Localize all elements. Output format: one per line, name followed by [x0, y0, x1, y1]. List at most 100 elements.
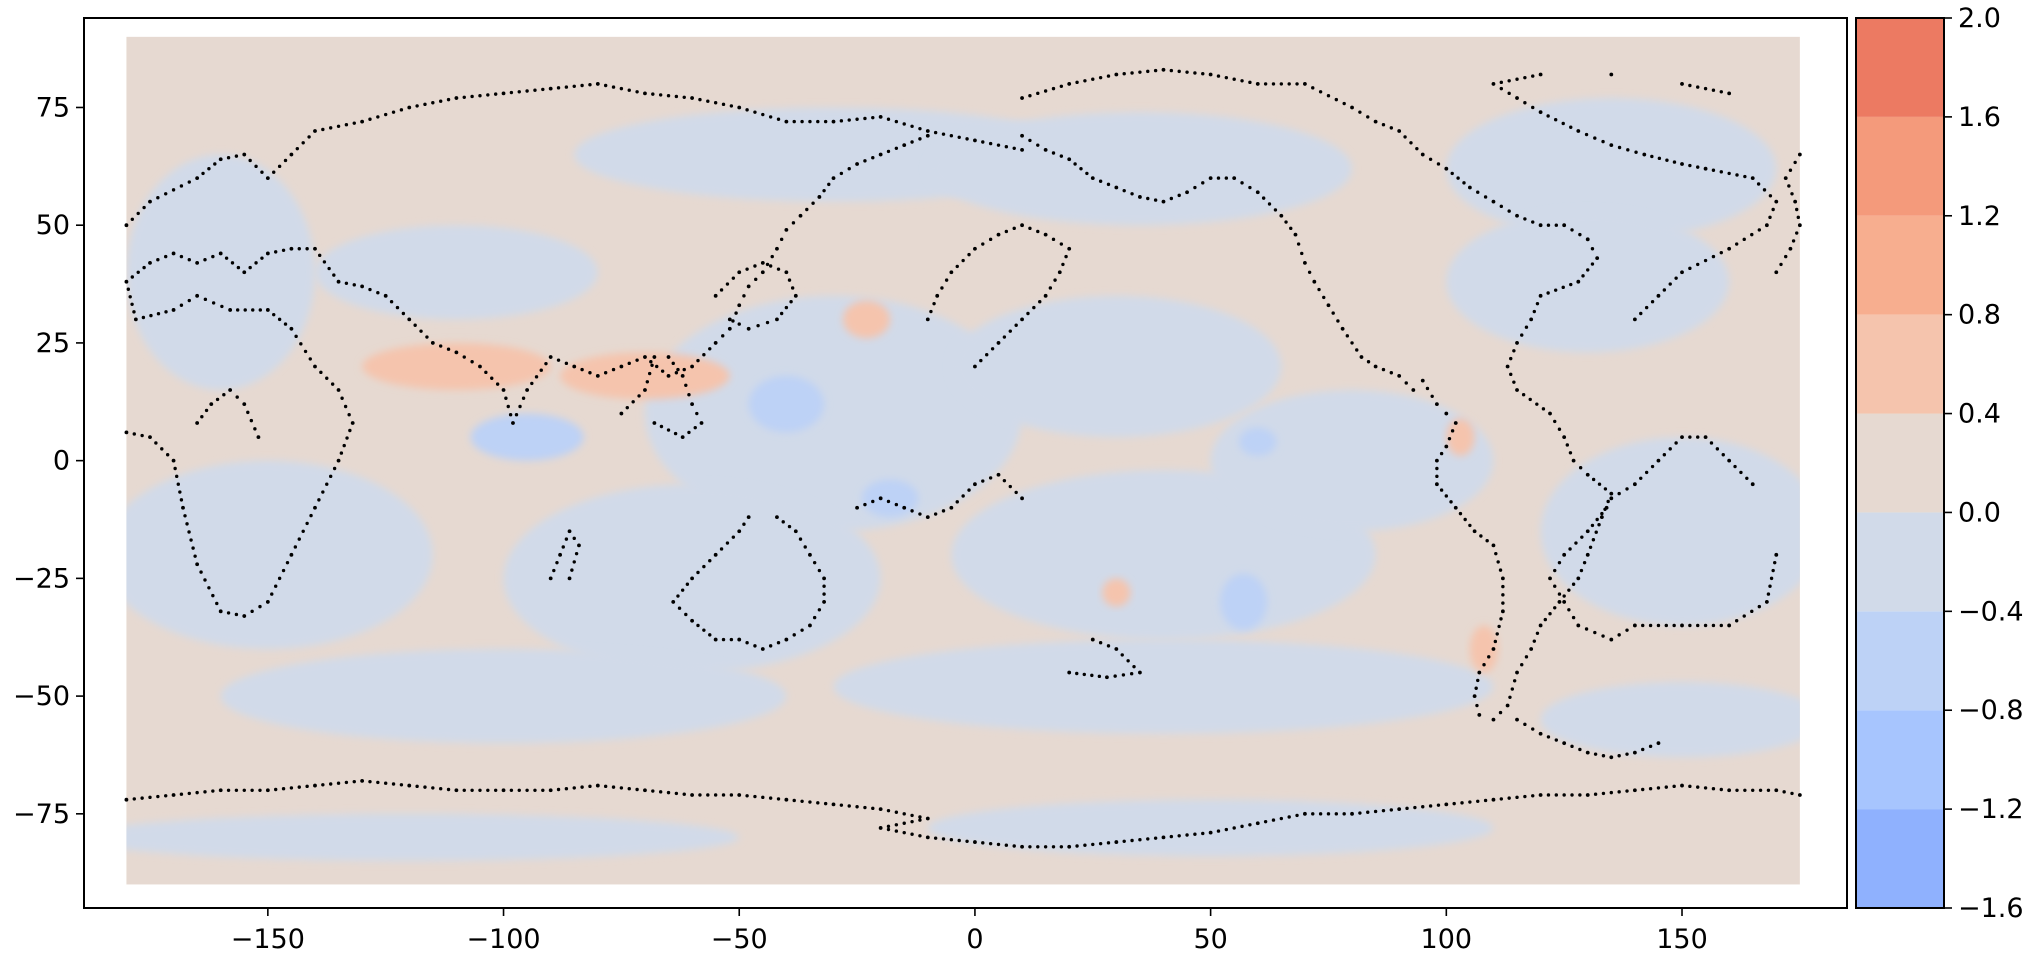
- coastline-point: [254, 261, 258, 265]
- coastline-point: [1146, 196, 1150, 201]
- coastline-point: [1501, 593, 1505, 597]
- coastline-point: [775, 246, 779, 251]
- coastline-point: [136, 211, 140, 216]
- coastline-point: [376, 780, 380, 785]
- coastline-point: [514, 413, 519, 417]
- coastline-point: [1497, 624, 1501, 629]
- coastline-point: [228, 308, 233, 312]
- coastline-point: [446, 347, 451, 351]
- coastline-point: [572, 364, 577, 369]
- coastline-point: [650, 363, 654, 367]
- y-tick-label: −25: [13, 563, 70, 594]
- coastline-point: [1097, 674, 1102, 679]
- coastline-point: [1434, 482, 1439, 487]
- coastline-point: [1782, 790, 1786, 794]
- coastline-point: [619, 786, 624, 790]
- coastline-point: [438, 344, 443, 348]
- coastline-point: [478, 788, 482, 792]
- coastline-point: [1562, 435, 1567, 440]
- coastline-point: [1625, 628, 1629, 632]
- coastline-point: [910, 140, 914, 144]
- coastline-point: [1570, 228, 1574, 232]
- coastline-point: [328, 782, 333, 786]
- coastline-point: [1696, 435, 1700, 439]
- coastline-point: [1043, 232, 1048, 237]
- coastline-point: [1680, 82, 1684, 86]
- y-tick-label: −50: [13, 681, 70, 712]
- coastline-point: [731, 319, 735, 323]
- coastline-point: [918, 137, 922, 141]
- coastline-point: [1584, 627, 1589, 631]
- coastline-point: [690, 364, 694, 369]
- coastline-point: [222, 393, 226, 397]
- coastline-point: [1567, 608, 1571, 612]
- coastline-point: [696, 623, 700, 628]
- coastline-point: [454, 788, 459, 793]
- coastline-point: [171, 793, 176, 797]
- coastline-point: [173, 466, 177, 471]
- coastline-point: [1232, 826, 1236, 830]
- coastline-point: [1597, 522, 1601, 527]
- coastline-point: [1656, 458, 1661, 463]
- coastline-point: [1434, 458, 1439, 463]
- coastline-point: [1553, 568, 1557, 573]
- coastline-point: [760, 260, 765, 265]
- coastline-point: [1641, 623, 1645, 628]
- coastline-point: [140, 433, 144, 438]
- coastline-point: [1595, 256, 1600, 261]
- coastline-point: [918, 815, 922, 819]
- coastline-point: [760, 647, 765, 651]
- coastline-point: [981, 140, 985, 144]
- coastline-point: [325, 376, 329, 380]
- coastline-point: [910, 124, 914, 129]
- coastline-point: [1604, 505, 1609, 510]
- coastline-point: [682, 792, 686, 796]
- coastline-point: [1650, 154, 1654, 159]
- coastline-point: [272, 170, 276, 174]
- coastline-point: [894, 823, 899, 827]
- coastline-point: [635, 787, 639, 792]
- coastline-point: [676, 367, 680, 372]
- coastline-point: [1743, 788, 1747, 792]
- coastline-point: [1434, 402, 1439, 407]
- coastline-point: [734, 311, 738, 315]
- coastline-point: [283, 322, 288, 326]
- coastline-point: [438, 99, 443, 103]
- coastline-point: [251, 308, 255, 312]
- coastline-point: [823, 119, 828, 124]
- coastline-point: [1002, 335, 1007, 339]
- coastline-point: [940, 286, 944, 290]
- coastline-point: [1067, 246, 1072, 251]
- coastline-point: [792, 119, 796, 124]
- coastline-point: [1674, 441, 1678, 445]
- coastline-point: [313, 129, 317, 133]
- coastline-point: [1051, 86, 1056, 91]
- coastline-point: [1509, 356, 1513, 361]
- coastline-point: [415, 104, 419, 108]
- coastline-point: [281, 568, 286, 573]
- coastline-point: [886, 824, 891, 829]
- coastline-point: [132, 797, 136, 801]
- coastline-point: [808, 800, 812, 804]
- coastline-point: [548, 788, 553, 793]
- coastline-point: [301, 529, 305, 533]
- coastline-point: [690, 402, 694, 407]
- coastline-point: [925, 835, 930, 840]
- coastline-point: [776, 797, 781, 801]
- coastline-point: [1632, 623, 1637, 628]
- coastline-point: [839, 803, 844, 807]
- coastline-point: [136, 270, 140, 274]
- coastline-point: [981, 479, 985, 483]
- coastline-point: [702, 628, 706, 632]
- coastline-point: [313, 246, 317, 251]
- coastline-point: [525, 89, 529, 93]
- coastline-point: [925, 129, 930, 133]
- coastline-point: [1774, 788, 1779, 793]
- coastline-point: [1641, 747, 1645, 752]
- coastline-point: [253, 427, 257, 431]
- coastline-point: [708, 347, 712, 351]
- coastline-point: [784, 270, 789, 275]
- coastline-point: [195, 790, 199, 795]
- coastline-point: [179, 498, 184, 502]
- coastline-point: [1531, 220, 1535, 224]
